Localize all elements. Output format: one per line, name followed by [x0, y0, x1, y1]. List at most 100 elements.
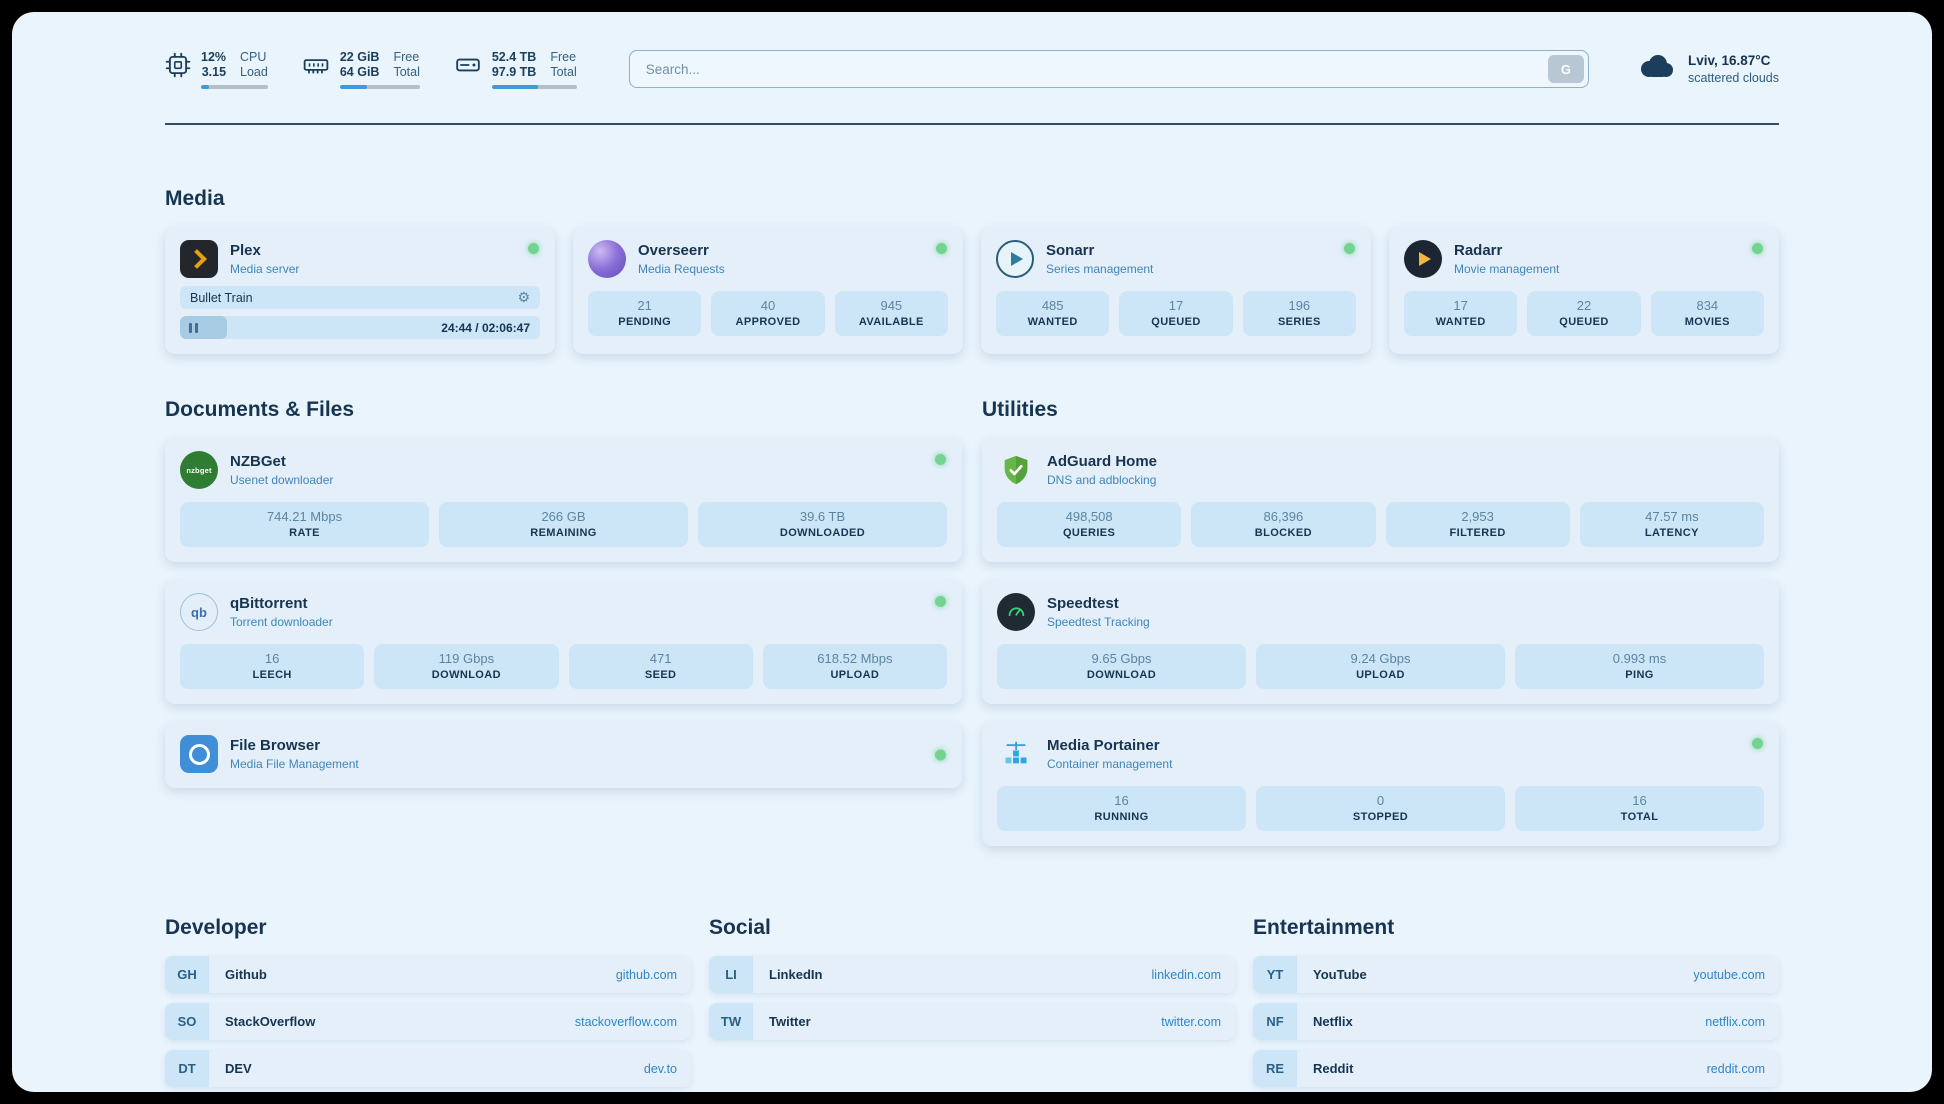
plex-icon	[180, 240, 218, 278]
top-bar: 12% CPU 3.15 Load 22 GiB Fr	[165, 45, 1779, 93]
stat-label: SERIES	[1277, 316, 1321, 328]
disk-usage-bar	[491, 84, 577, 89]
stat-wanted: 485 WANTED	[996, 291, 1110, 336]
stat-value: 0.993 ms	[1612, 651, 1667, 666]
app-title: Media Portainer	[1047, 737, 1160, 754]
stat-blocked: 86,396 BLOCKED	[1191, 502, 1376, 547]
app-card-speedtest[interactable]: Speedtest Speedtest Tracking 9.65 Gbps D…	[982, 580, 1779, 704]
section-title-developer: Developer	[165, 916, 267, 939]
stat-label: DOWNLOADED	[779, 527, 866, 539]
section-title-entertainment: Entertainment	[1253, 916, 1395, 939]
topbar-divider	[165, 123, 1779, 125]
disk-free-value: 52.4 TB	[491, 49, 537, 64]
stat-value: 21	[637, 298, 652, 313]
bookmark-dev[interactable]: DT DEV dev.to	[165, 1050, 691, 1087]
app-card-overseerr[interactable]: Overseerr Media Requests 21 PENDING 40 A…	[573, 227, 963, 354]
app-subtitle: Speedtest Tracking	[1047, 615, 1150, 629]
ram-free-value: 22 GiB	[339, 49, 380, 64]
ram-stat: 22 GiB Free 64 GiB Total	[302, 50, 420, 89]
stat-label: SEED	[644, 669, 677, 681]
bookmark-stackoverflow[interactable]: SO StackOverflow stackoverflow.com	[165, 1003, 691, 1040]
disk-usage-bar-fill	[491, 84, 538, 89]
stat-value: 485	[1041, 298, 1064, 313]
stat-value: 17	[1453, 298, 1468, 313]
bookmark-twitter[interactable]: TW Twitter twitter.com	[709, 1003, 1235, 1040]
search-bar: G	[628, 50, 1589, 88]
stat-value: 86,396	[1263, 509, 1304, 524]
gear-icon[interactable]: ⚙	[517, 289, 530, 306]
playback-progress-bar[interactable]: 24:44 / 02:06:47	[180, 316, 540, 339]
ram-usage-bar	[339, 84, 420, 89]
portainer-icon	[997, 735, 1035, 773]
app-card-filebrowser[interactable]: File Browser Media File Management	[165, 722, 962, 788]
app-card-plex[interactable]: Plex Media server Bullet Train ⚙ 24:44 /…	[165, 227, 555, 354]
stat-label: PENDING	[618, 316, 672, 328]
stat-upload: 618.52 Mbps UPLOAD	[762, 644, 947, 689]
bookmark-netflix[interactable]: NF Netflix netflix.com	[1253, 1003, 1779, 1040]
stat-value: 834	[1696, 298, 1719, 313]
app-card-radarr[interactable]: Radarr Movie management 17 WANTED 22 QUE…	[1389, 227, 1779, 354]
section-title-utilities: Utilities	[982, 398, 1058, 421]
bookmark-youtube[interactable]: YT YouTube youtube.com	[1253, 956, 1779, 993]
stat-label: APPROVED	[735, 316, 801, 328]
section-documents: Documents & Files nzbget NZBGet Usenet d…	[165, 398, 962, 846]
search-engine-button[interactable]: G	[1547, 55, 1584, 83]
stat-label: TOTAL	[1620, 811, 1659, 823]
ram-usage-bar-fill	[339, 84, 368, 89]
app-subtitle: Media File Management	[230, 757, 359, 771]
pause-icon[interactable]	[189, 322, 198, 333]
stat-label: STOPPED	[1352, 811, 1409, 823]
stat-approved: 40 APPROVED	[711, 291, 825, 336]
cloud-icon	[1635, 52, 1677, 87]
qbittorrent-icon: qb	[180, 593, 218, 631]
nzbget-icon: nzbget	[180, 451, 218, 489]
system-stats: 12% CPU 3.15 Load 22 GiB Fr	[165, 50, 577, 89]
stat-label: REMAINING	[530, 527, 597, 539]
stat-value: 16	[1114, 793, 1129, 808]
sonarr-icon	[996, 240, 1034, 278]
app-card-sonarr[interactable]: Sonarr Series management 485 WANTED 17 Q…	[981, 227, 1371, 354]
stat-label: BLOCKED	[1254, 527, 1312, 539]
filebrowser-icon	[180, 735, 218, 773]
stat-label: QUEUED	[1151, 316, 1201, 328]
search-input[interactable]	[628, 50, 1589, 88]
media-card-grid: Plex Media server Bullet Train ⚙ 24:44 /…	[165, 227, 1779, 354]
bookmark-linkedin[interactable]: LI LinkedIn linkedin.com	[709, 956, 1235, 993]
bookmark-name: Reddit	[1313, 1061, 1354, 1076]
cpu-chip-icon	[165, 52, 191, 89]
section-utilities: Utilities AdGuard Home	[982, 398, 1779, 846]
cpu-stat: 12% CPU 3.15 Load	[165, 50, 268, 89]
stat-value: 196	[1288, 298, 1311, 313]
app-card-qbittorrent[interactable]: qb qBittorrent Torrent downloader 16 LEE…	[165, 580, 962, 704]
app-title: NZBGet	[230, 453, 286, 470]
stat-total: 16 TOTAL	[1515, 786, 1764, 831]
stat-label: WANTED	[1435, 316, 1486, 328]
bookmark-url: github.com	[615, 967, 677, 982]
stat-label: QUEUED	[1559, 316, 1609, 328]
app-card-portainer[interactable]: Media Portainer Container management 16 …	[982, 722, 1779, 846]
app-title: Plex	[230, 242, 261, 259]
status-dot	[935, 596, 946, 607]
bookmark-reddit[interactable]: RE Reddit reddit.com	[1253, 1050, 1779, 1087]
stat-label: LEECH	[252, 669, 292, 681]
stat-label: FILTERED	[1449, 527, 1506, 539]
app-subtitle: Media server	[230, 262, 300, 276]
bookmark-name: Twitter	[769, 1014, 811, 1029]
app-card-nzbget[interactable]: nzbget NZBGet Usenet downloader 744.21 M…	[165, 438, 962, 562]
app-card-adguard[interactable]: AdGuard Home DNS and adblocking 498,508 …	[982, 438, 1779, 562]
stat-label: WANTED	[1027, 316, 1078, 328]
bookmark-github[interactable]: GH Github github.com	[165, 956, 691, 993]
section-media: Media Plex Media server Bullet Train ⚙	[165, 187, 1779, 354]
stat-ping: 0.993 ms PING	[1515, 644, 1764, 689]
stat-filtered: 2,953 FILTERED	[1385, 502, 1570, 547]
stat-value: 16	[264, 651, 280, 666]
bookmark-url: twitter.com	[1161, 1014, 1221, 1029]
status-dot	[935, 749, 946, 761]
stat-pending: 21 PENDING	[588, 291, 702, 336]
stat-download: 119 Gbps DOWNLOAD	[374, 644, 559, 689]
stat-value: 119 Gbps	[438, 651, 495, 666]
stat-label: UPLOAD	[830, 669, 880, 681]
bookmark-name: Netflix	[1313, 1014, 1353, 1029]
ram-total-value: 64 GiB	[339, 64, 380, 79]
stat-movies: 834 MOVIES	[1650, 291, 1764, 336]
